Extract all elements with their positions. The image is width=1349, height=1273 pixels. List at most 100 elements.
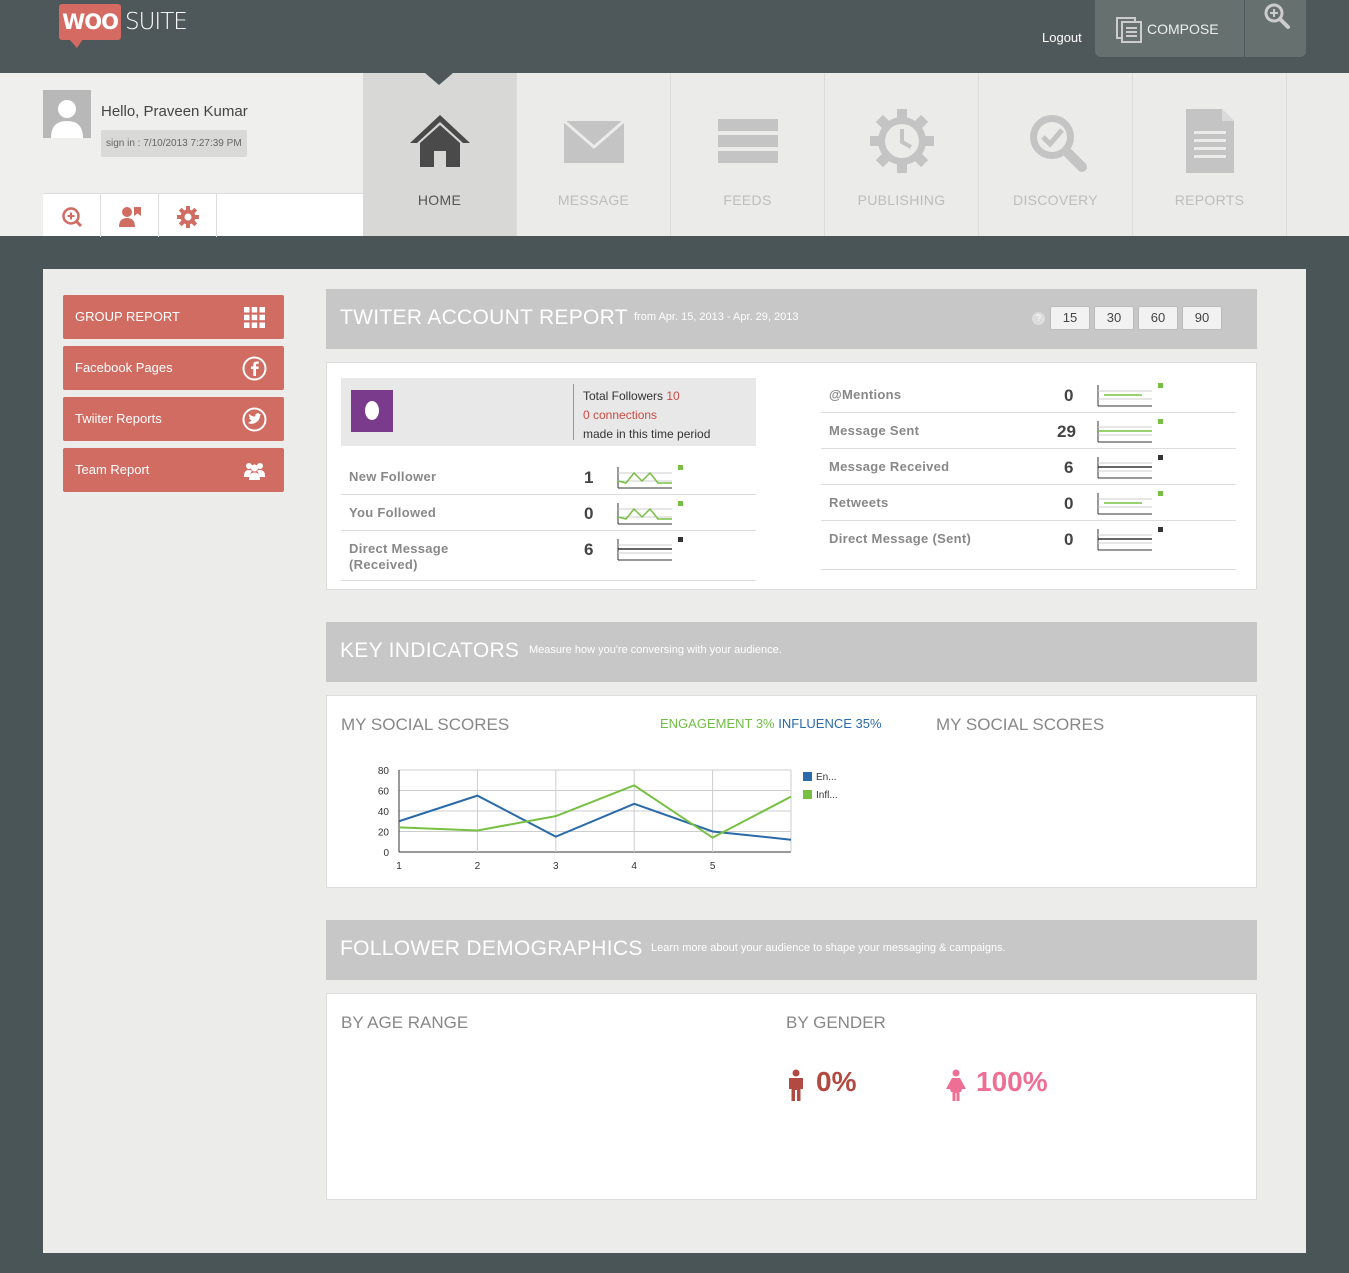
stat-row-retweets: Retweets 0 <box>821 485 1236 521</box>
top-bar: WOO SUITE Logout COMPOSE <box>0 0 1349 73</box>
user-silhouette-icon <box>43 90 91 138</box>
stat-label: Direct Message (Received) <box>349 541 449 572</box>
stat-label: New Follower <box>349 469 437 484</box>
nav-label: PUBLISHING <box>857 192 946 208</box>
female-icon <box>946 1069 966 1101</box>
sidebar-group-report[interactable]: GROUP REPORT <box>63 295 284 339</box>
stat-row-dm-received: Direct Message (Received) 6 <box>341 531 756 581</box>
grid-icon <box>244 307 265 328</box>
stat-value: 29 <box>1057 422 1076 441</box>
nav-home[interactable]: HOME <box>363 73 517 236</box>
sidebar-item-label: Team Report <box>75 462 150 477</box>
user-tab-add[interactable] <box>43 194 101 237</box>
signin-time: sign in : 7/10/2013 7:27:39 PM <box>101 130 247 157</box>
engagement-score: ENGAGEMENT 3% <box>660 716 775 731</box>
demographics-title: FOLLOWER DEMOGRAPHICS <box>340 937 643 960</box>
help-icon[interactable]: ? <box>1032 312 1045 325</box>
social-scores-panel: MY SOCIAL SCORES ENGAGEMENT 3% INFLUENCE… <box>326 695 1257 888</box>
total-followers-value: 10 <box>666 389 680 403</box>
period-text: made in this time period <box>583 427 711 441</box>
sidebar-team-report[interactable]: Team Report <box>63 448 284 492</box>
x-tick-label: 2 <box>475 861 481 872</box>
report-title: TWITER ACCOUNT REPORT <box>340 306 628 329</box>
stat-row-dm-sent: Direct Message (Sent) 0 <box>821 521 1236 570</box>
greeting: Hello, Praveen Kumar <box>101 103 248 120</box>
male-icon <box>789 1069 803 1101</box>
user-bookmark-icon <box>119 207 141 227</box>
y-tick-label: 60 <box>378 787 390 798</box>
demographics-panel: BY AGE RANGE BY GENDER 0% 100% <box>326 993 1257 1200</box>
demographics-subtitle: Learn more about your audience to shape … <box>651 942 1006 954</box>
stat-value: 6 <box>1064 458 1074 477</box>
nav-label: DISCOVERY <box>1013 192 1098 208</box>
sidebar-twitter-reports[interactable]: Twiiter Reports <box>63 397 284 441</box>
user-box: Hello, Praveen Kumar sign in : 7/10/2013… <box>0 73 363 237</box>
zoom-search-icon <box>1264 3 1290 29</box>
nav-strip: Hello, Praveen Kumar sign in : 7/10/2013… <box>0 73 1349 237</box>
stat-value: 0 <box>1064 530 1074 549</box>
account-avatar[interactable] <box>351 390 393 432</box>
sidebar-item-label: Facebook Pages <box>75 360 173 375</box>
nav-discovery[interactable]: DISCOVERY <box>979 73 1133 236</box>
search-button[interactable] <box>1245 0 1306 57</box>
home-icon <box>410 115 470 167</box>
stat-value: 0 <box>1064 494 1074 513</box>
stat-value: 0 <box>1064 386 1074 405</box>
range-15-button[interactable]: 15 <box>1050 306 1090 330</box>
nav-reports[interactable]: REPORTS <box>1133 73 1287 236</box>
stat-label: @Mentions <box>829 387 902 402</box>
legend-label: Infl... <box>816 790 838 801</box>
divider <box>573 384 574 440</box>
user-tabs <box>43 193 363 237</box>
nav-message[interactable]: MESSAGE <box>517 73 671 236</box>
x-tick-label: 3 <box>553 861 559 872</box>
report-header: TWITER ACCOUNT REPORT from Apr. 15, 2013… <box>326 289 1257 349</box>
compose-icon <box>1116 17 1142 43</box>
account-summary: Total Followers 10 0 connections made in… <box>341 378 756 446</box>
y-tick-label: 0 <box>383 848 389 859</box>
range-30-button[interactable]: 30 <box>1094 306 1134 330</box>
legend-swatch <box>803 772 812 781</box>
avatar[interactable] <box>43 90 91 138</box>
reports-icon <box>1186 109 1234 173</box>
social-scores-chart: 0 20 40 60 80 1 2 3 4 5 En... Infl... <box>378 766 838 872</box>
demographics-header: FOLLOWER DEMOGRAPHICS Learn more about y… <box>326 920 1257 980</box>
age-range-title: BY AGE RANGE <box>341 1013 469 1032</box>
user-tab-profile[interactable] <box>101 194 159 237</box>
key-indicators-title: KEY INDICATORS <box>340 639 520 662</box>
stat-label: Message Sent <box>829 423 920 438</box>
account-totals: Total Followers 10 0 connections made in… <box>583 387 710 444</box>
legend-label: En... <box>816 772 837 783</box>
stat-value: 6 <box>584 540 594 559</box>
range-90-button[interactable]: 90 <box>1182 306 1222 330</box>
nav-publishing[interactable]: PUBLISHING <box>825 73 979 236</box>
stat-label: Retweets <box>829 495 889 510</box>
sidebar-item-label: GROUP REPORT <box>75 309 180 324</box>
envelope-icon <box>563 119 625 163</box>
range-60-button[interactable]: 60 <box>1138 306 1178 330</box>
nav-feeds[interactable]: FEEDS <box>671 73 825 236</box>
logo-suite: SUITE <box>125 9 188 35</box>
feeds-icon <box>718 119 778 163</box>
report-stats-panel: Total Followers 10 0 connections made in… <box>326 362 1257 590</box>
scores-title: MY SOCIAL SCORES <box>341 715 510 734</box>
logout-link[interactable]: Logout <box>1042 30 1082 45</box>
score-summary: ENGAGEMENT 3% INFLUENCE 35% <box>660 716 882 731</box>
stat-row-you-followed: You Followed 0 <box>341 495 756 531</box>
y-tick-label: 80 <box>378 766 390 777</box>
stat-row-mentions: @Mentions 0 <box>821 377 1236 413</box>
y-tick-label: 40 <box>378 807 390 818</box>
stat-label: Message Received <box>829 459 950 474</box>
sparkline-up <box>1097 383 1163 407</box>
compose-button[interactable]: COMPOSE <box>1095 0 1244 57</box>
discovery-icon <box>1030 115 1087 172</box>
logo-woo: WOO <box>59 4 121 48</box>
twitter-icon <box>242 407 267 432</box>
main-content: GROUP REPORT Facebook Pages Twiiter Repo… <box>43 269 1306 1253</box>
influence-score: INFLUENCE 35% <box>778 716 882 731</box>
x-tick-label: 1 <box>396 861 402 872</box>
sparkline-flat <box>1097 455 1163 479</box>
sidebar-facebook-pages[interactable]: Facebook Pages <box>63 346 284 390</box>
sparkline-up <box>1097 491 1163 515</box>
user-tab-settings[interactable] <box>159 194 217 237</box>
